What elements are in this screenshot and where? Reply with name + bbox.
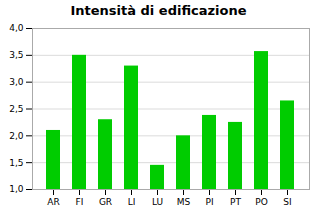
svg-text:3,0: 3,0 [9, 77, 24, 87]
svg-text:LI: LI [128, 197, 136, 207]
html-text:Intensità di edificazione: Intensità di edificazione [70, 3, 247, 18]
svg-text:2,0: 2,0 [9, 131, 24, 141]
svg-text:4,0: 4,0 [9, 23, 24, 33]
svg-text:PI: PI [205, 197, 213, 207]
svg-text:PO: PO [255, 197, 268, 207]
svg-text:3,5: 3,5 [9, 50, 23, 60]
svg-text:AR: AR [47, 197, 59, 207]
svg-text:FI: FI [76, 197, 84, 207]
svg-text:LU: LU [152, 197, 163, 207]
svg-text:GR: GR [99, 197, 112, 207]
svg-text:MS: MS [177, 197, 191, 207]
svg-text:2,5: 2,5 [9, 104, 23, 114]
svg-text:1,5: 1,5 [9, 158, 23, 168]
svg-text:PT: PT [230, 197, 241, 207]
svg-text:1,0: 1,0 [9, 184, 24, 194]
svg-text:SI: SI [283, 197, 291, 207]
